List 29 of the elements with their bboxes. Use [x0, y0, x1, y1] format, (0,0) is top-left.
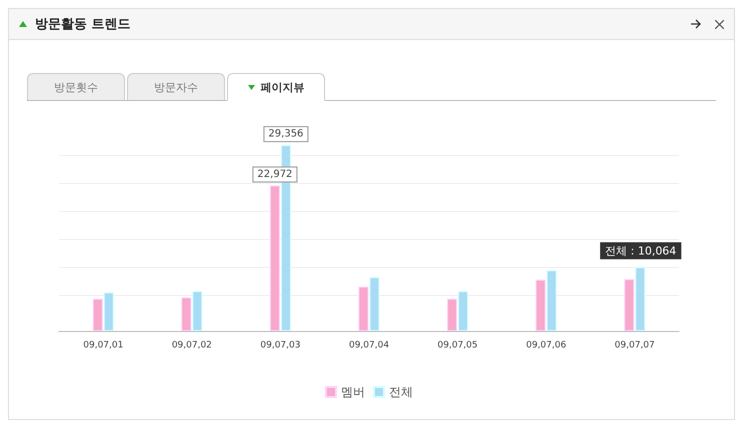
bar [635, 267, 646, 331]
x-tick-label: 09,07,02 [172, 340, 212, 350]
bar [192, 291, 202, 331]
x-tick-label: 09,07,05 [438, 340, 478, 350]
bar [536, 280, 546, 331]
x-tick-label: 09,07,06 [526, 340, 566, 350]
data-label: 22,972 [257, 169, 292, 180]
bar [546, 270, 557, 331]
x-tick-label: 09,07,04 [348, 340, 390, 350]
x-tick-label: 09,07,07 [614, 340, 655, 350]
text: 방문횟수 [27, 73, 125, 100]
x-tick-label: 09,07,03 [260, 340, 300, 350]
bar [447, 298, 458, 331]
annotation: 전체 : 10,064 [605, 244, 676, 258]
bar [358, 286, 368, 331]
legend-label: 멤버 [341, 385, 365, 399]
x-tick-label: 09,07,01 [83, 340, 124, 350]
bar [370, 277, 380, 331]
bar [181, 297, 192, 331]
data-label: 29,356 [268, 128, 304, 140]
bar [458, 291, 468, 331]
bar [92, 298, 103, 331]
bar [104, 292, 114, 331]
chart-title: 방문활동 트렌드 [35, 16, 131, 33]
bar [270, 186, 280, 331]
bar [624, 279, 634, 331]
text: 방문자수 [127, 73, 225, 100]
text: 페이지뷰 [227, 73, 325, 101]
legend-label: 전체 [389, 385, 413, 399]
